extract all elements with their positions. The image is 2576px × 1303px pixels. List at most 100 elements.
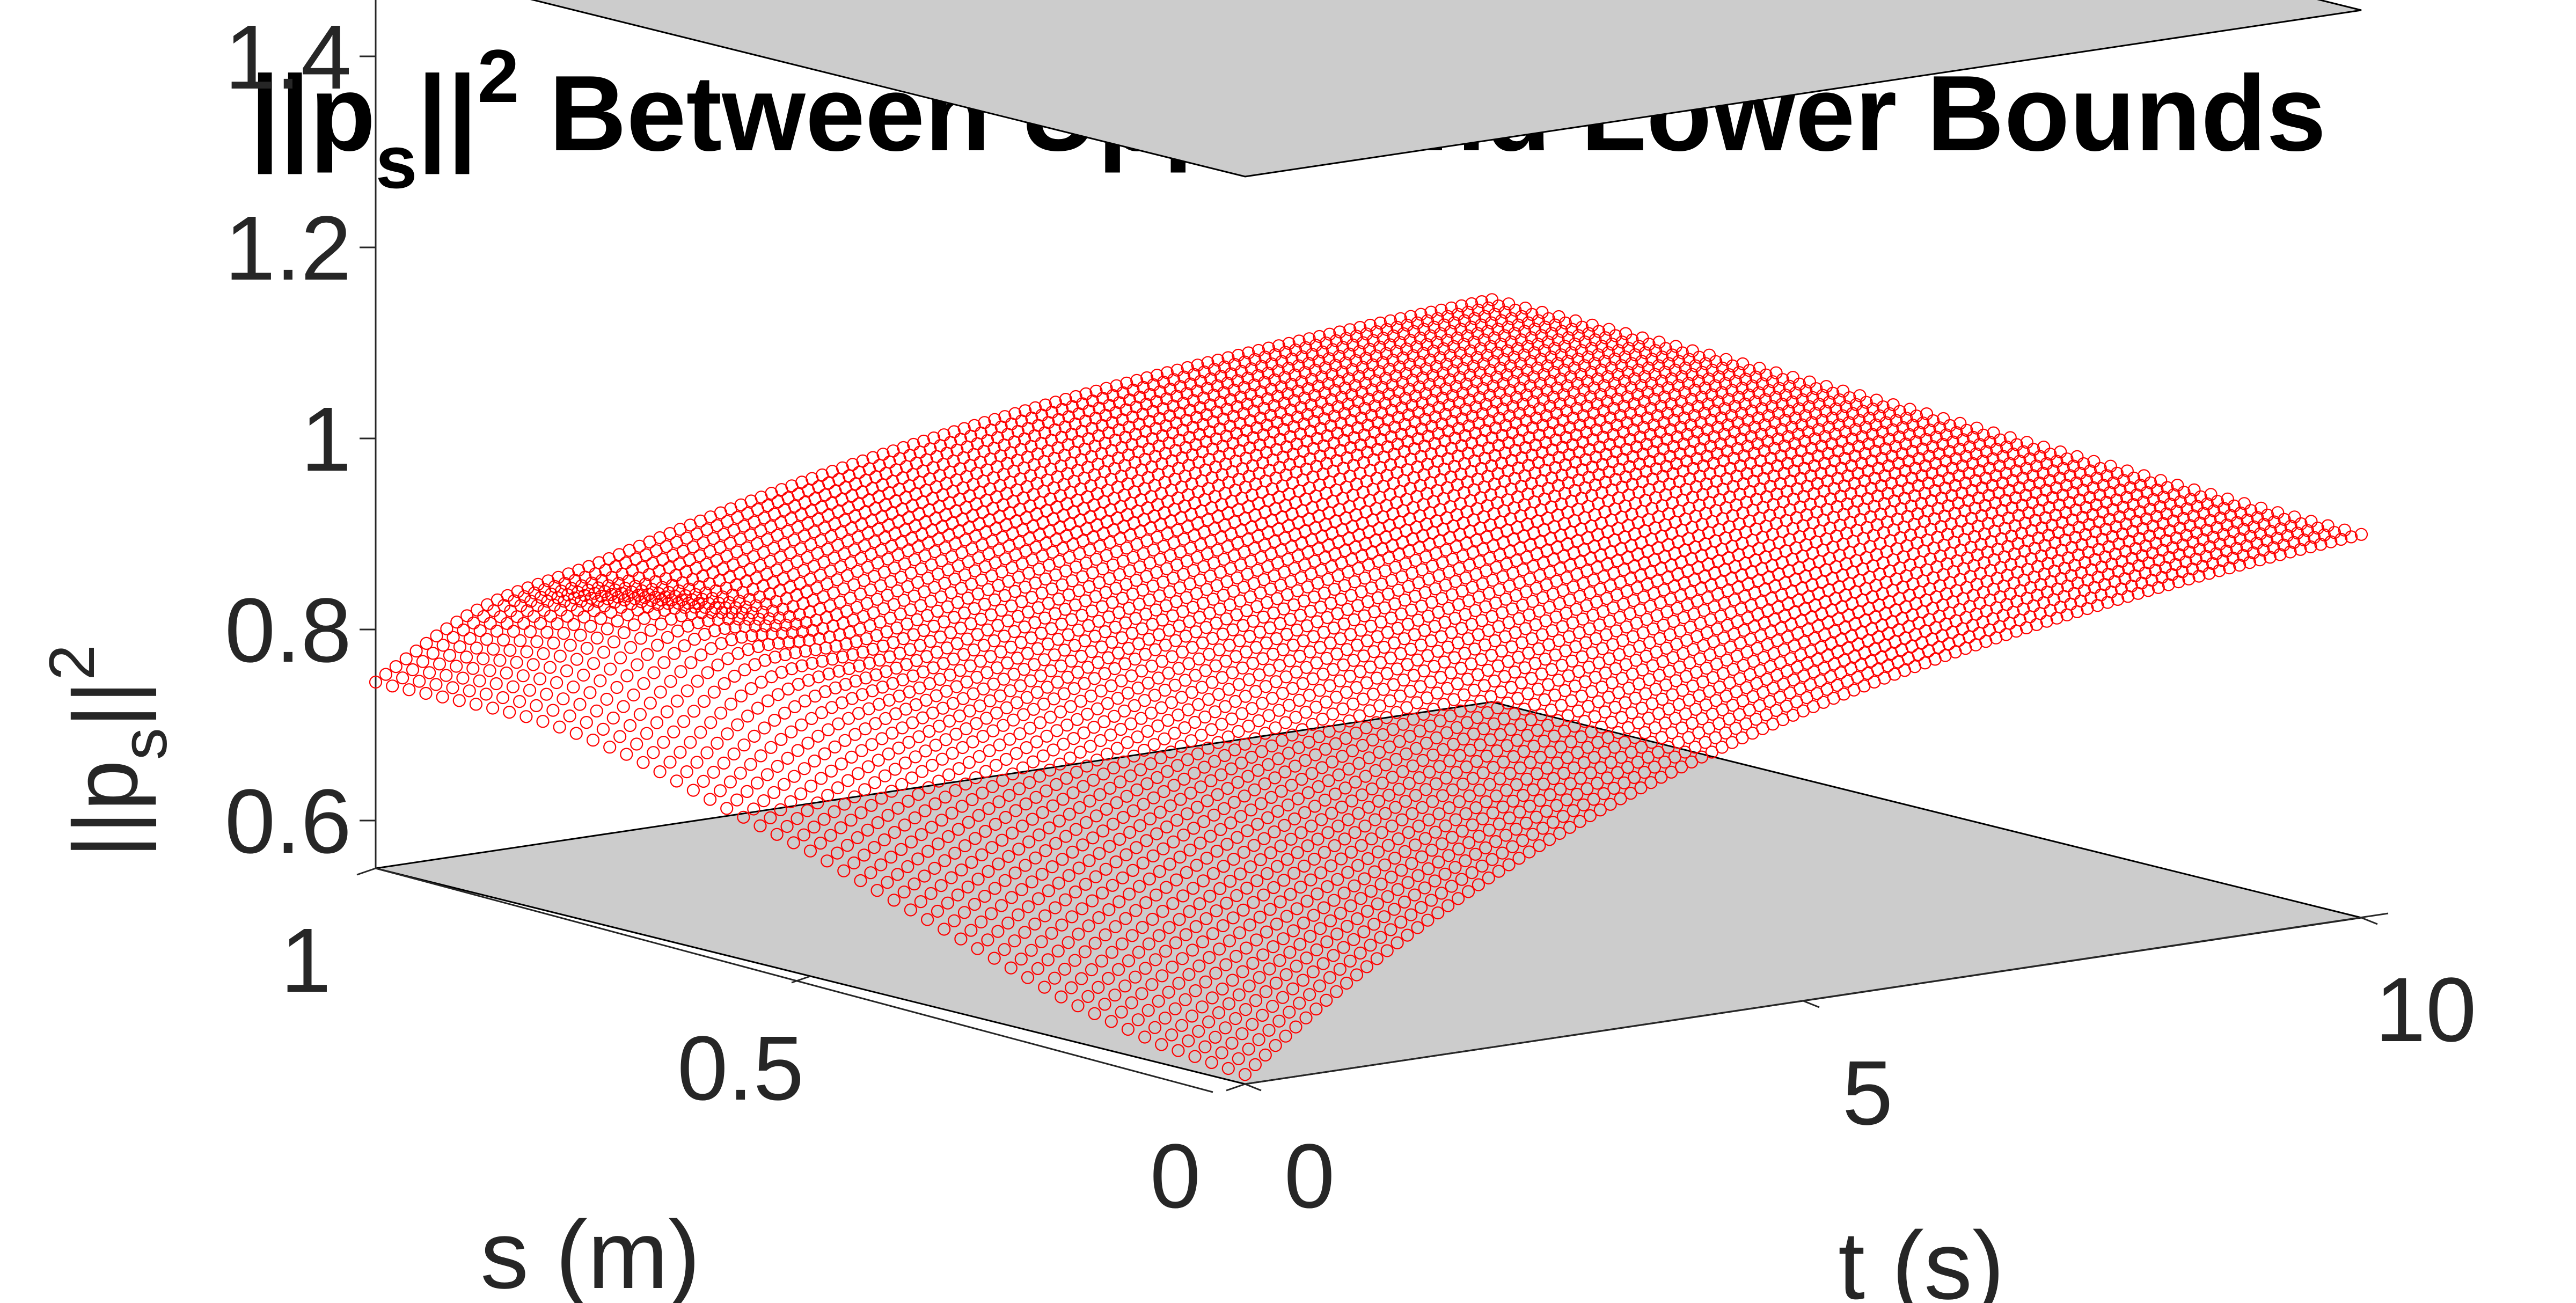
surface-point xyxy=(436,690,449,704)
surface-point xyxy=(1370,502,1383,515)
surface-point xyxy=(605,588,618,602)
surface-point xyxy=(1557,388,1570,401)
surface-point xyxy=(486,701,500,715)
surface-point xyxy=(601,622,614,635)
surface-point xyxy=(1402,383,1416,396)
surface-point xyxy=(1500,368,1513,382)
surface-point xyxy=(1305,372,1319,386)
surface-point xyxy=(1349,508,1363,522)
surface-point xyxy=(1799,384,1813,398)
surface-point xyxy=(1242,346,1255,360)
surface-point xyxy=(1719,353,1733,366)
surface-point xyxy=(1513,382,1527,395)
surface-point xyxy=(550,676,564,690)
surface-point xyxy=(612,576,625,590)
surface-point xyxy=(1487,355,1501,369)
surface-point xyxy=(386,679,399,693)
surface-point xyxy=(1422,403,1436,416)
surface-point xyxy=(1654,399,1668,413)
surface-point xyxy=(1789,386,1803,400)
surface-point xyxy=(1397,327,1410,341)
surface-point xyxy=(1474,342,1487,355)
surface-point xyxy=(594,674,607,687)
surface-point xyxy=(1561,355,1575,368)
surface-point xyxy=(1322,377,1335,390)
surface-point xyxy=(379,668,393,681)
surface-point xyxy=(675,593,689,607)
surface-point xyxy=(538,583,551,596)
surface-point xyxy=(843,625,857,639)
surface-point xyxy=(778,706,792,720)
surface-point xyxy=(849,675,862,688)
surface-point xyxy=(1318,386,1331,400)
surface-point xyxy=(399,652,413,665)
surface-point xyxy=(443,648,457,662)
surface-point xyxy=(587,657,601,670)
surface-point xyxy=(1328,409,1341,423)
surface-point xyxy=(1674,420,1687,434)
surface-point xyxy=(776,602,789,616)
surface-point xyxy=(1353,345,1366,358)
surface-point xyxy=(647,666,661,679)
surface-point xyxy=(1359,376,1372,390)
surface-point xyxy=(1217,386,1231,399)
surface-point xyxy=(1472,416,1485,430)
surface-point xyxy=(1204,372,1218,386)
surface-point xyxy=(1507,350,1521,364)
surface-point xyxy=(1614,409,1627,422)
surface-point xyxy=(1254,411,1267,424)
surface-point xyxy=(738,663,751,677)
surface-point xyxy=(728,620,742,634)
surface-point xyxy=(420,636,433,650)
surface-point xyxy=(788,700,802,714)
surface-point xyxy=(1231,374,1245,387)
surface-point xyxy=(1574,368,1587,382)
surface-point xyxy=(1380,323,1394,336)
surface-point xyxy=(714,706,728,720)
surface-point xyxy=(1775,397,1789,411)
surface-point xyxy=(1187,394,1200,407)
surface-point xyxy=(1308,389,1321,402)
surface-point xyxy=(1643,428,1657,441)
surface-point xyxy=(677,715,691,728)
surface-point xyxy=(1617,399,1631,413)
surface-point xyxy=(1160,392,1173,406)
surface-point xyxy=(1715,386,1729,399)
surface-point xyxy=(440,669,453,682)
surface-point xyxy=(1755,377,1769,391)
surface-point xyxy=(1752,411,1765,424)
surface-point xyxy=(580,641,594,655)
upper-bound-plane xyxy=(530,0,2362,178)
surface-point xyxy=(740,785,754,799)
surface-point xyxy=(1238,380,1251,394)
surface-point xyxy=(741,709,755,723)
surface-point xyxy=(1631,363,1645,377)
surface-point xyxy=(1423,378,1436,391)
red-surface-markers xyxy=(369,293,2368,1081)
surface-point xyxy=(1258,376,1271,389)
surface-point xyxy=(1816,389,1829,402)
surface-point xyxy=(1415,396,1429,409)
surface-point xyxy=(1335,391,1348,404)
surface-point xyxy=(781,751,794,765)
surface-point xyxy=(1584,365,1598,379)
surface-point xyxy=(708,624,722,638)
surface-point xyxy=(1662,381,1675,394)
surface-point xyxy=(690,756,704,769)
surface-point xyxy=(1675,346,1689,360)
surface-point xyxy=(644,624,658,637)
surface-point xyxy=(806,624,819,637)
surface-point xyxy=(496,691,510,705)
surface-point xyxy=(1417,347,1430,360)
surface-point xyxy=(1380,347,1393,361)
surface-point xyxy=(1748,395,1762,408)
surface-point xyxy=(1251,369,1265,383)
surface-point xyxy=(754,749,767,763)
surface-point xyxy=(1358,401,1372,415)
surface-point xyxy=(1497,377,1510,391)
surface-point xyxy=(1279,346,1292,359)
surface-point xyxy=(1665,372,1678,386)
surface-point xyxy=(1370,325,1384,339)
surface-point xyxy=(819,641,832,655)
surface-point xyxy=(832,664,846,678)
